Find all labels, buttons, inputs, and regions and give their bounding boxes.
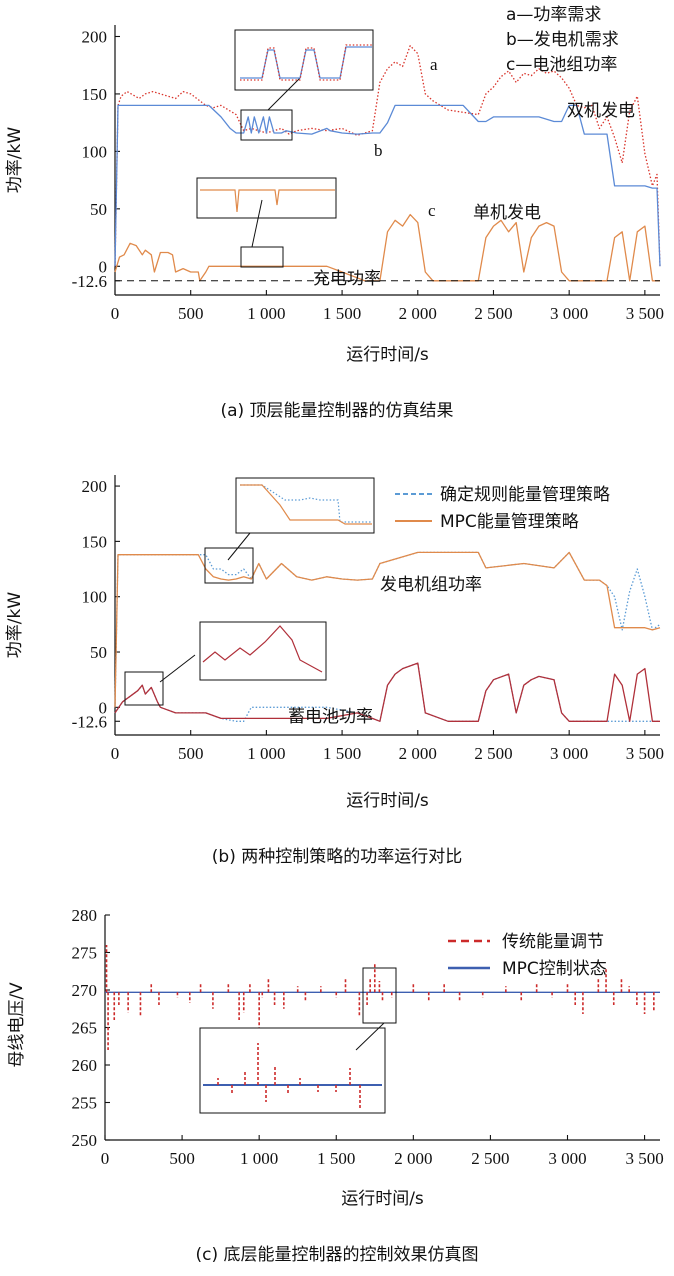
x-tick-label: 1 000 xyxy=(240,1149,278,1168)
zoom-connector xyxy=(227,532,251,561)
annotation-dual-gen: 双机发电 xyxy=(567,101,635,121)
annotation-generator: 发电机组功率 xyxy=(380,575,482,595)
x-tick-label: 3 500 xyxy=(625,1149,663,1168)
inset-battery-line xyxy=(200,189,335,213)
inset-box xyxy=(199,621,327,681)
x-tick-label: 1 000 xyxy=(247,744,285,763)
x-tick-label: 500 xyxy=(178,304,204,323)
zoom-box xyxy=(240,109,293,141)
inset-box xyxy=(196,177,337,219)
y-tick-label: 150 xyxy=(82,85,108,104)
annotation-single-gen: 单机发电 xyxy=(473,203,541,223)
y-tick-label: 265 xyxy=(72,1019,98,1038)
series-line-1 xyxy=(114,45,661,267)
y-tick-label: 100 xyxy=(82,588,108,607)
series-line-2 xyxy=(114,551,661,708)
zoom-connector xyxy=(355,1022,385,1051)
y-tick-label: 200 xyxy=(82,477,108,496)
x-tick-label: 0 xyxy=(111,304,120,323)
zoom-connector xyxy=(251,199,263,248)
x-tick-label: 1 500 xyxy=(323,304,361,323)
y-tick-label: 150 xyxy=(82,532,108,551)
zoom-box xyxy=(362,967,397,1024)
x-tick-label: 0 xyxy=(111,744,120,763)
x-tick-label: 1 500 xyxy=(317,1149,355,1168)
chart-panel-1: 0 500 1 000 1 500 2 000 2 500 3 000 3 500200150… xyxy=(5,5,664,421)
y-tick-label: 0 xyxy=(99,257,108,276)
zoom-connector xyxy=(159,654,196,683)
series-line-3 xyxy=(114,213,660,282)
figure-caption: (b) 两种控制策略的功率运行对比 xyxy=(212,847,462,867)
inset-gen-line xyxy=(240,46,372,79)
x-tick-label: 1 000 xyxy=(247,304,285,323)
y-tick-label: 270 xyxy=(72,981,98,1000)
x-axis-label: 运行时间/s xyxy=(346,345,429,365)
legend-entry: b—发电机需求 xyxy=(506,30,619,50)
x-tick-label: 3 000 xyxy=(550,744,588,763)
x-tick-label: 2 500 xyxy=(471,1149,509,1168)
inset-box xyxy=(235,477,375,534)
y-tick-label: 0 xyxy=(99,698,108,717)
inset-demand-line xyxy=(240,44,372,81)
y-axis-label: 功率/kW xyxy=(5,592,25,659)
x-tick-label: 3 000 xyxy=(550,304,588,323)
x-tick-label: 2 500 xyxy=(474,744,512,763)
y-tick-label: 255 xyxy=(72,1094,98,1113)
x-tick-label: 0 xyxy=(101,1149,110,1168)
inset-rule-line xyxy=(240,484,372,523)
annotation-c: c xyxy=(428,201,436,220)
legend-entry: a—功率需求 xyxy=(506,5,601,25)
y-tick-label: 250 xyxy=(72,1131,98,1150)
x-tick-label: 1 500 xyxy=(323,744,361,763)
x-tick-label: 2 000 xyxy=(399,304,437,323)
inset-mpc-line xyxy=(240,484,372,525)
x-tick-label: 2 000 xyxy=(394,1149,432,1168)
annotation-battery: 蓄电池功率 xyxy=(288,707,373,727)
y-tick-label: 275 xyxy=(72,944,98,963)
y-axis-label: 功率/kW xyxy=(5,127,25,194)
series-line-2 xyxy=(114,104,661,267)
x-tick-label: 500 xyxy=(169,1149,195,1168)
y-tick-label: 260 xyxy=(72,1056,98,1075)
x-tick-label: 3 500 xyxy=(626,744,664,763)
zoom-box xyxy=(124,671,164,706)
legend-entry: 传统能量调节 xyxy=(502,932,604,952)
x-tick-label: 2 500 xyxy=(474,304,512,323)
x-axis-label: 运行时间/s xyxy=(346,791,429,811)
legend-entry: MPC能量管理策略 xyxy=(440,512,579,532)
legend-entry: c—电池组功率 xyxy=(506,55,617,75)
y-tick-label: -12.6 xyxy=(72,272,107,291)
x-tick-label: 3 500 xyxy=(626,304,664,323)
annotation-charge: 充电功率 xyxy=(313,269,381,289)
x-axis-label: 运行时间/s xyxy=(341,1189,424,1209)
legend-entry: 确定规则能量管理策略 xyxy=(440,485,610,505)
y-tick-label: -12.6 xyxy=(72,712,107,731)
zoom-connector xyxy=(267,77,301,111)
x-tick-label: 2 000 xyxy=(399,744,437,763)
series-line-4 xyxy=(114,662,660,722)
inset-battery-line xyxy=(202,625,323,673)
x-tick-label: 3 000 xyxy=(548,1149,586,1168)
annotation-a: a xyxy=(430,55,438,74)
zoom-box xyxy=(240,246,284,268)
chart-panel-3: 0 500 1 000 1 500 2 000 2 500 3 000 3 500 280 275… xyxy=(7,906,664,1265)
zoom-box xyxy=(204,547,254,584)
x-tick-label: 500 xyxy=(178,744,204,763)
y-tick-label: 100 xyxy=(82,142,108,161)
y-axis-label: 母线电压/V xyxy=(7,982,27,1068)
y-tick-label: 280 xyxy=(72,906,98,925)
inset-box xyxy=(199,1027,386,1114)
y-tick-label: 200 xyxy=(82,27,108,46)
chart-panel-2: 0 500 1 000 1 500 2 000 2 500 3 000 3 500200150… xyxy=(5,475,664,867)
figure-caption: (a) 顶层能量控制器的仿真结果 xyxy=(220,401,453,421)
y-tick-label: 50 xyxy=(90,200,107,219)
annotation-b: b xyxy=(374,141,383,160)
y-tick-label: 50 xyxy=(90,643,107,662)
figure-caption: (c) 底层能量控制器的控制效果仿真图 xyxy=(195,1245,478,1265)
legend-entry: MPC控制状态 xyxy=(502,959,607,979)
